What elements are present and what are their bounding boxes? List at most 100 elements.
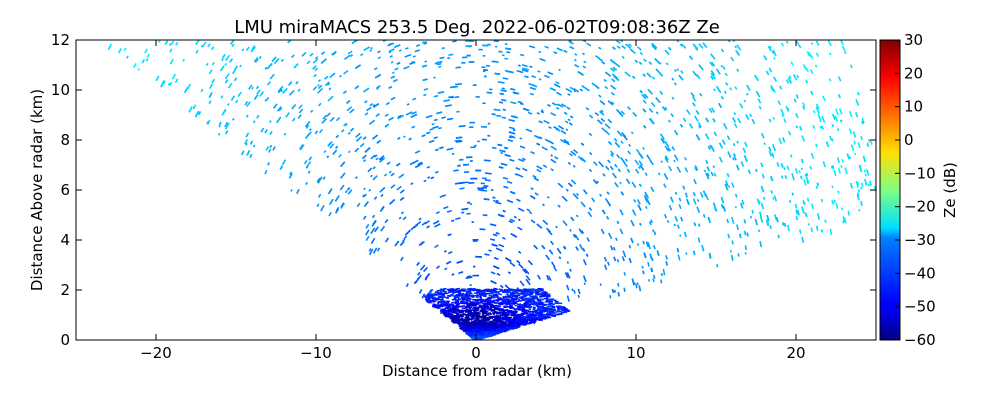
echo-gate (644, 197, 649, 203)
echo-gate (632, 280, 635, 286)
echo-gate (573, 149, 579, 154)
echo-gate (606, 215, 610, 220)
echo-gate (650, 101, 656, 108)
echo-gate (679, 43, 683, 47)
echo-gate (388, 170, 392, 174)
echo-gate (501, 116, 507, 119)
echo-gate (417, 271, 421, 276)
echo-gate (507, 271, 511, 275)
echo-gate (580, 229, 585, 235)
echo-gate (343, 70, 349, 75)
echo-gate (866, 169, 870, 176)
echo-gate (840, 207, 844, 211)
echo-gate (309, 52, 314, 57)
echo-gate (375, 157, 379, 161)
echo-gate (465, 308, 469, 311)
y-tick-label: 10 (51, 81, 70, 99)
echo-gate (642, 108, 647, 113)
echo-gate (688, 55, 694, 61)
echo-gate (495, 201, 502, 205)
x-tick-label: 0 (471, 344, 481, 362)
echo-gate (483, 198, 490, 201)
echo-gate (825, 141, 830, 148)
echo-gate (772, 49, 776, 54)
echo-gate (451, 273, 455, 276)
echo-gate (505, 308, 509, 311)
echo-gate (402, 216, 407, 221)
echo-gate (508, 288, 514, 291)
echo-gate (866, 142, 870, 147)
echo-gate (440, 298, 444, 301)
echo-gate (723, 90, 727, 95)
echo-gate (278, 107, 283, 112)
echo-gate (240, 150, 245, 156)
echo-gate (477, 187, 484, 190)
echo-gate (722, 205, 726, 212)
echo-gate (745, 114, 750, 120)
echo-gate (771, 87, 776, 94)
echo-gate (437, 91, 445, 94)
echo-gate (406, 103, 410, 106)
echo-gate (480, 309, 483, 311)
echo-gate (740, 161, 745, 167)
echo-gate (539, 311, 544, 314)
echo-gate (342, 90, 347, 95)
echo-gate (622, 250, 627, 258)
echo-gate (588, 207, 593, 211)
echo-gate (861, 120, 864, 125)
echo-gate (487, 134, 491, 137)
echo-gate (481, 306, 485, 309)
echo-gate (483, 184, 489, 188)
echo-gate (692, 192, 696, 197)
echo-gate (479, 228, 486, 231)
echo-gate (267, 162, 270, 166)
echo-gate (788, 75, 792, 79)
echo-gate (525, 128, 533, 133)
echo-gate (268, 148, 272, 153)
echo-gate (470, 333, 476, 337)
echo-gate (519, 53, 525, 57)
echo-gate (625, 43, 632, 49)
echo-gate (505, 324, 509, 327)
echo-gate (562, 220, 568, 227)
echo-gate (743, 219, 747, 224)
echo-gate (550, 112, 557, 117)
echo-gate (539, 57, 546, 62)
echo-gate (796, 74, 800, 79)
echo-gate (541, 295, 546, 298)
y-tick-label: 6 (60, 181, 70, 199)
echo-gate (608, 141, 613, 146)
echo-gate (475, 255, 482, 258)
colorbar-tick-label: 10 (904, 98, 923, 116)
echo-gate (546, 227, 551, 233)
echo-gate (739, 103, 744, 109)
echo-gate (690, 92, 695, 98)
echo-gate (438, 126, 442, 130)
echo-gate (612, 246, 616, 251)
echo-gate (482, 54, 486, 57)
echo-gate (726, 218, 730, 224)
echo-gate (318, 176, 323, 183)
echo-gate (637, 204, 642, 211)
echo-gate (369, 103, 374, 107)
echo-gate (469, 288, 475, 290)
echo-gate (364, 112, 369, 116)
echo-gate (761, 173, 765, 179)
echo-gate (533, 297, 537, 300)
echo-gate (780, 42, 785, 47)
echo-gate (578, 228, 583, 234)
echo-gate (630, 131, 634, 135)
echo-gate (673, 154, 679, 162)
echo-gate (485, 314, 490, 316)
echo-gate (631, 75, 636, 79)
echo-gate (710, 107, 716, 113)
echo-gate (819, 125, 823, 129)
echo-gate (731, 240, 734, 245)
echo-gate (702, 42, 708, 48)
echo-gate (765, 70, 770, 76)
echo-gate (495, 200, 499, 203)
echo-gate (551, 102, 557, 106)
echo-gate (360, 53, 364, 57)
echo-gate (478, 321, 481, 323)
echo-gate (570, 150, 577, 156)
